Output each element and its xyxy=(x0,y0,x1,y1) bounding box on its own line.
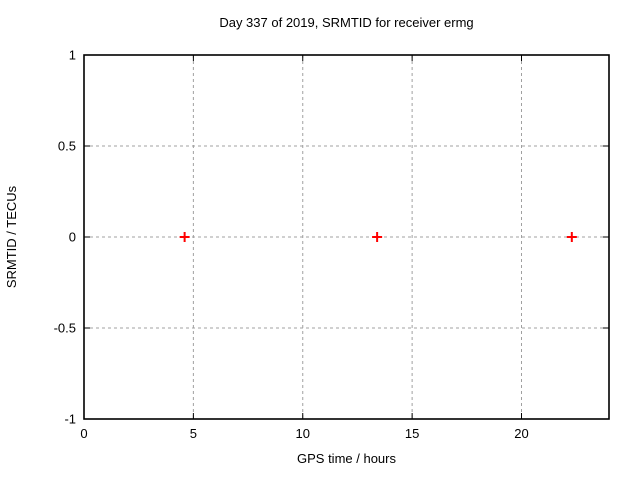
y-tick-label: -1 xyxy=(64,412,76,427)
x-tick-label: 15 xyxy=(405,426,419,441)
y-tick-label: 0 xyxy=(69,230,76,245)
y-axis-title: SRMTID / TECUs xyxy=(4,185,19,289)
y-tick-label: 0.5 xyxy=(58,139,76,154)
chart-title: Day 337 of 2019, SRMTID for receiver erm… xyxy=(219,15,474,30)
x-tick-label: 20 xyxy=(514,426,528,441)
y-tick-label: -0.5 xyxy=(54,321,76,336)
data-point-marker xyxy=(566,232,577,242)
data-point-marker xyxy=(372,232,383,242)
x-axis-title: GPS time / hours xyxy=(297,451,396,466)
x-tick-label: 0 xyxy=(80,426,87,441)
y-tick-label: 1 xyxy=(69,48,76,63)
x-tick-label: 10 xyxy=(296,426,310,441)
data-point-marker xyxy=(179,232,190,242)
x-tick-label: 5 xyxy=(190,426,197,441)
